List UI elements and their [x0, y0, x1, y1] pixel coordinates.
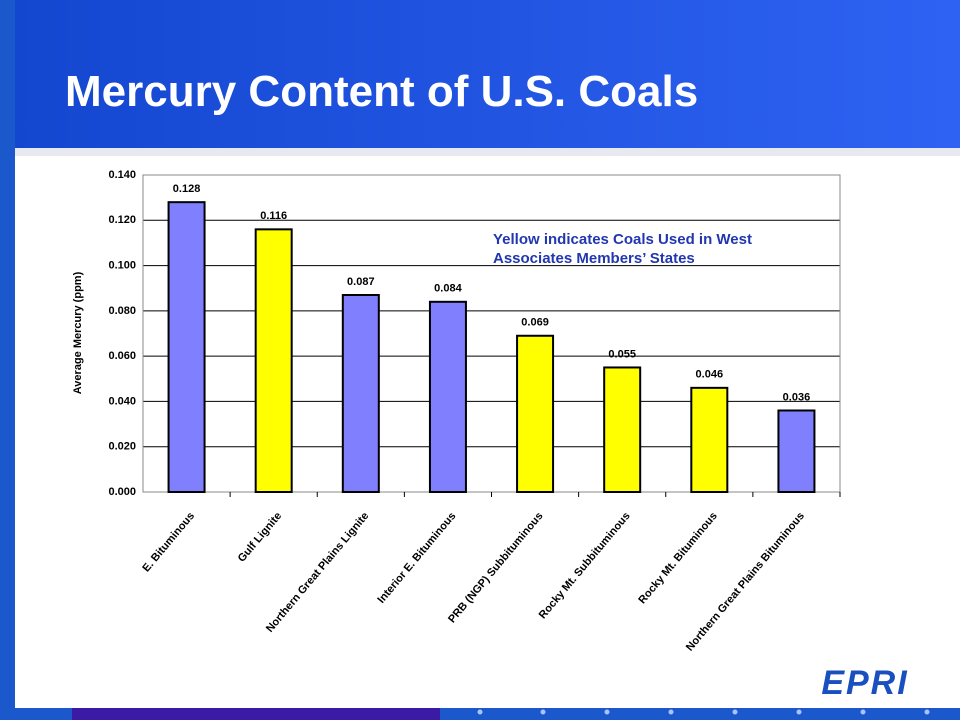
y-tick-label: 0.060: [108, 350, 136, 362]
value-label: 0.087: [347, 276, 375, 288]
value-label: 0.036: [783, 391, 811, 403]
footer-bar: [72, 708, 440, 720]
y-tick-label: 0.020: [108, 441, 136, 453]
header-shadow: [15, 148, 960, 156]
header: [15, 0, 960, 148]
value-label: 0.084: [434, 283, 462, 295]
footer-dots: [477, 709, 930, 715]
bar: [341, 294, 380, 493]
slide-title: Mercury Content of U.S. Coals: [65, 67, 698, 116]
annotation-line: Associates Members’ States: [493, 250, 695, 267]
y-tick-label: 0.080: [108, 305, 136, 317]
logo: EPRI: [821, 664, 908, 702]
y-tick-label: 0.040: [108, 395, 136, 407]
y-axis-label: Average Mercury (ppm): [72, 271, 84, 394]
bar: [777, 409, 816, 493]
bar: [254, 228, 293, 493]
bar: [603, 366, 642, 494]
y-tick-label: 0.000: [108, 486, 136, 498]
bar: [428, 300, 467, 493]
annotation-line: Yellow indicates Coals Used in West: [493, 231, 752, 248]
y-tick-label: 0.120: [108, 214, 136, 226]
bar: [167, 201, 206, 494]
content-area: [15, 148, 960, 708]
value-label: 0.116: [260, 210, 287, 222]
bar: [516, 334, 555, 493]
y-tick-label: 0.100: [108, 259, 136, 271]
value-label: 0.055: [608, 348, 636, 360]
value-label: 0.128: [173, 183, 201, 195]
y-tick-label: 0.140: [108, 169, 136, 181]
bar: [690, 386, 729, 494]
value-label: 0.069: [521, 317, 549, 329]
value-label: 0.046: [696, 369, 724, 381]
